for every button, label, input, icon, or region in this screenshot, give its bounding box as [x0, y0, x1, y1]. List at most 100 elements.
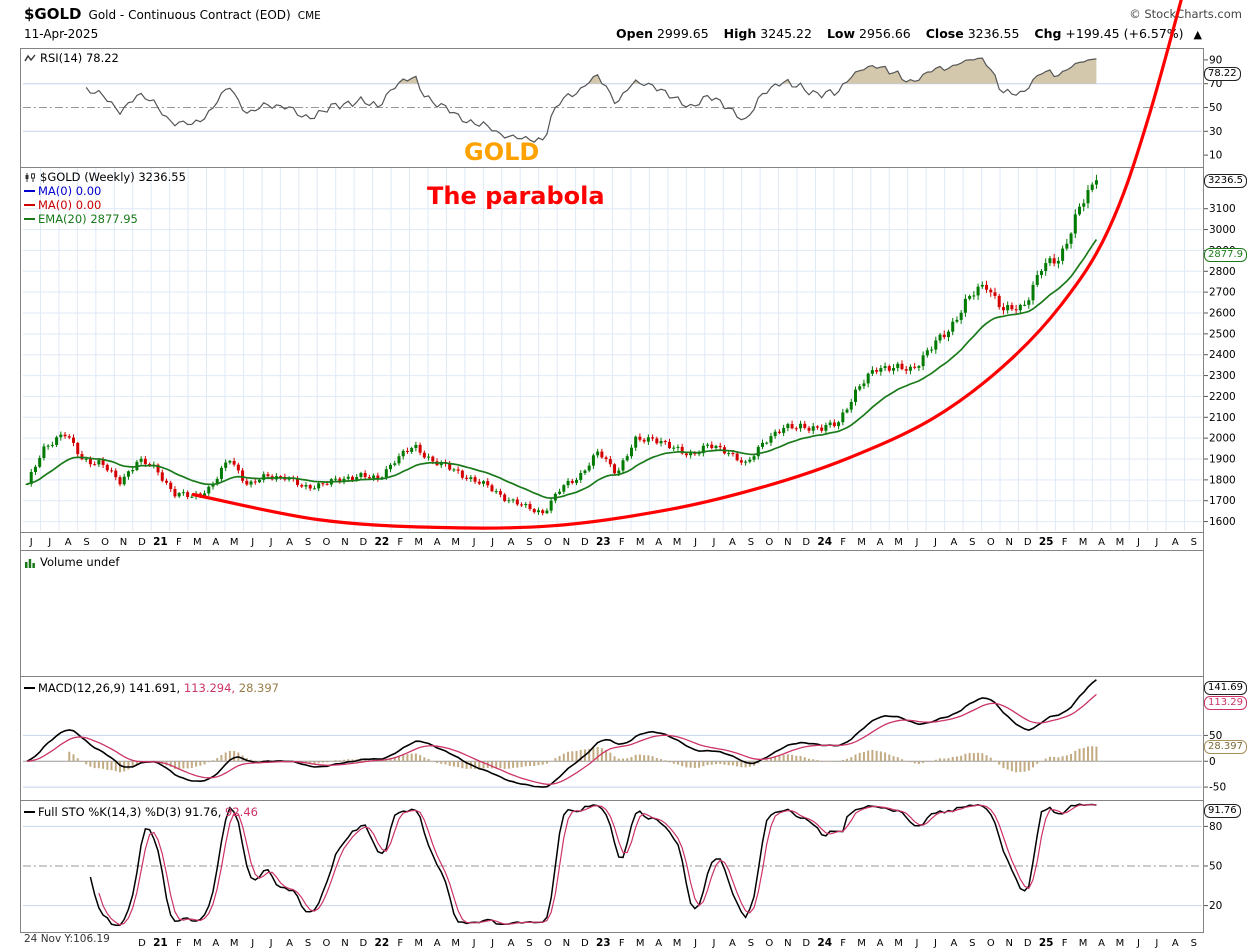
svg-text:2800: 2800	[1209, 266, 1236, 278]
svg-text:M: M	[414, 938, 423, 949]
macd-legend: MACD(12,26,9) 141.691, 113.294, 28.397	[24, 681, 279, 695]
svg-text:S: S	[748, 938, 754, 949]
sto-value-1: 91.76,	[184, 805, 222, 819]
ma2-line-swatch	[24, 204, 35, 206]
svg-text:2000: 2000	[1209, 433, 1236, 445]
svg-text:J: J	[250, 938, 254, 949]
svg-text:A: A	[1172, 938, 1179, 949]
svg-text:J: J	[472, 938, 476, 949]
svg-text:J: J	[1136, 537, 1140, 548]
svg-text:A: A	[877, 537, 884, 548]
svg-text:2300: 2300	[1209, 370, 1236, 382]
svg-text:M: M	[230, 938, 239, 949]
sto-line-swatch	[24, 811, 35, 813]
volume-bars-icon	[25, 558, 35, 568]
svg-text:50: 50	[1209, 730, 1222, 742]
svg-text:N: N	[1006, 938, 1013, 949]
svg-text:23: 23	[596, 536, 611, 548]
price-legend: $GOLD (Weekly) 3236.55 MA(0) 0.00 MA(0) …	[24, 170, 186, 226]
svg-text:J: J	[933, 537, 937, 548]
svg-text:S: S	[526, 938, 532, 949]
svg-text:S: S	[305, 537, 311, 548]
svg-text:A: A	[508, 938, 515, 949]
volume-legend: Volume undef	[24, 555, 119, 569]
svg-text:A: A	[877, 938, 884, 949]
svg-text:N: N	[784, 938, 791, 949]
volume-legend-label: Volume undef	[40, 555, 120, 569]
svg-text:J: J	[915, 938, 919, 949]
svg-text:70: 70	[1209, 78, 1222, 90]
svg-text:A: A	[1172, 537, 1179, 548]
svg-text:M: M	[193, 938, 202, 949]
svg-text:A: A	[286, 938, 293, 949]
svg-text:N: N	[341, 537, 348, 548]
svg-text:A: A	[286, 537, 293, 548]
macd-value-box: 141.69	[1204, 681, 1247, 695]
svg-text:N: N	[784, 537, 791, 548]
annotation-gold: GOLD	[464, 138, 540, 166]
rsi-legend-label: RSI(14) 78.22	[40, 51, 119, 65]
svg-text:S: S	[969, 938, 975, 949]
svg-text:J: J	[269, 537, 273, 548]
svg-text:A: A	[729, 938, 736, 949]
svg-text:J: J	[1154, 938, 1158, 949]
svg-text:2500: 2500	[1209, 328, 1236, 340]
ma2-legend: MA(0) 0.00	[24, 198, 186, 212]
svg-text:A: A	[1098, 938, 1105, 949]
sto-legend: Full STO %K(14,3) %D(3) 91.76, 92.46	[24, 805, 258, 819]
rsi-legend: RSI(14) 78.22	[24, 51, 119, 65]
sto-value-2: 92.46	[225, 805, 258, 819]
svg-text:S: S	[526, 537, 532, 548]
svg-text:N: N	[1006, 537, 1013, 548]
svg-text:-50: -50	[1209, 782, 1226, 794]
quote-low: Low 2956.66	[826, 26, 911, 41]
svg-text:22: 22	[375, 536, 390, 548]
svg-text:F: F	[1062, 938, 1068, 949]
svg-text:1600: 1600	[1209, 516, 1236, 528]
svg-text:M: M	[673, 938, 682, 949]
rsi-value-box: 78.22	[1204, 67, 1241, 81]
svg-text:D: D	[138, 938, 146, 949]
svg-text:22: 22	[375, 937, 390, 949]
svg-text:N: N	[341, 938, 348, 949]
macd-value-3: 28.397	[238, 681, 279, 695]
svg-text:S: S	[1191, 938, 1197, 949]
quote-open: Open 2999.65	[616, 26, 709, 41]
candlestick-icon	[25, 172, 35, 182]
svg-text:90: 90	[1209, 54, 1222, 66]
macd-value-2: 113.294,	[183, 681, 236, 695]
svg-text:J: J	[250, 537, 254, 548]
svg-text:S: S	[1191, 537, 1197, 548]
svg-text:J: J	[472, 537, 476, 548]
svg-text:F: F	[840, 938, 846, 949]
svg-text:D: D	[581, 537, 589, 548]
chart-date: 11-Apr-2025	[24, 27, 99, 41]
ema-line-swatch	[24, 218, 35, 220]
svg-text:J: J	[490, 537, 494, 548]
svg-text:F: F	[619, 938, 625, 949]
svg-text:A: A	[212, 537, 219, 548]
svg-text:M: M	[193, 537, 202, 548]
svg-text:20: 20	[1209, 900, 1222, 912]
svg-text:M: M	[894, 537, 903, 548]
sto-value-box: 91.76	[1204, 804, 1241, 818]
svg-text:M: M	[673, 537, 682, 548]
svg-text:O: O	[765, 537, 773, 548]
exchange: CME	[297, 10, 321, 22]
svg-text:J: J	[712, 537, 716, 548]
svg-text:21: 21	[153, 536, 168, 548]
svg-text:2100: 2100	[1209, 412, 1236, 424]
svg-text:F: F	[397, 938, 403, 949]
svg-text:F: F	[840, 537, 846, 548]
svg-text:D: D	[802, 938, 810, 949]
ema-legend: EMA(20) 2877.95	[24, 212, 186, 226]
svg-text:M: M	[1116, 938, 1125, 949]
svg-text:F: F	[176, 537, 182, 548]
price-symbol-row: $GOLD (Weekly) 3236.55	[24, 170, 186, 184]
svg-text:D: D	[360, 537, 368, 548]
svg-text:A: A	[508, 537, 515, 548]
svg-text:1900: 1900	[1209, 454, 1236, 466]
price-value-box: 3236.5	[1204, 174, 1247, 188]
svg-text:O: O	[323, 537, 331, 548]
